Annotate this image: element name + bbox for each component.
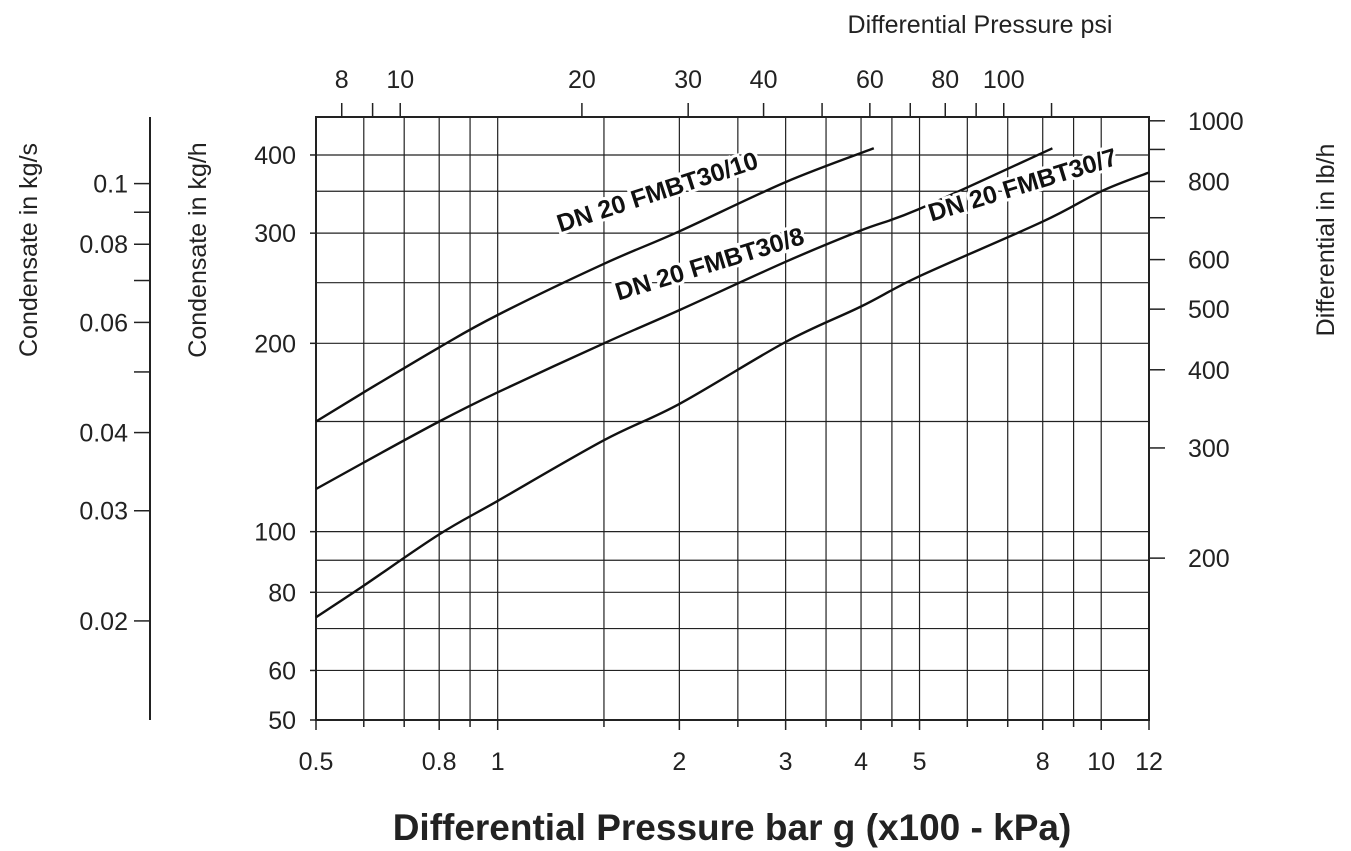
kgs-tick-label: 0.02: [79, 608, 128, 636]
kgs-tick-label: 0.04: [79, 420, 128, 448]
top-axis-title: Differential Pressure psi: [848, 11, 1113, 39]
top-tick-label: 40: [750, 66, 778, 94]
y-axis-title-kgs: Condensate in kg/s: [15, 143, 43, 357]
series-line-2: [315, 147, 1053, 491]
x-tick-label: 3: [779, 748, 793, 776]
top-tick-label: 60: [856, 66, 884, 94]
x-tick-label: 0.5: [299, 748, 334, 776]
y-tick-label: 100: [254, 519, 296, 547]
y-tick-label: 400: [254, 142, 296, 170]
series-line-1: [315, 147, 875, 423]
lbh-tick-label: 800: [1188, 168, 1230, 196]
y-axis-title-lbh: Differential in lb/h: [1312, 144, 1340, 337]
y-tick-label: 60: [268, 657, 296, 685]
x-tick-label: 1: [491, 748, 505, 776]
lbh-tick-label: 200: [1188, 545, 1230, 573]
top-tick-label: 20: [568, 66, 596, 94]
top-tick-label: 30: [674, 66, 702, 94]
lbh-tick-label: 600: [1188, 247, 1230, 275]
x-tick-label: 8: [1036, 748, 1050, 776]
lbh-tick-label: 1000: [1188, 108, 1244, 136]
kgs-tick-label: 0.08: [79, 231, 128, 259]
lbh-tick-label: 300: [1188, 435, 1230, 463]
plot-frame: [315, 116, 1150, 721]
lbh-tick-label: 500: [1188, 296, 1230, 324]
y-tick-label: 80: [268, 579, 296, 607]
curves: [315, 147, 1150, 619]
top-tick-label: 100: [983, 66, 1025, 94]
axes: [134, 103, 1165, 730]
lbh-tick-label: 400: [1188, 357, 1230, 385]
x-tick-label: 4: [854, 748, 868, 776]
top-tick-label: 10: [386, 66, 414, 94]
x-axis-title: Differential Pressure bar g (x100 - kPa): [393, 807, 1072, 848]
y-axis-title-kgh: Condensate in kg/h: [184, 142, 212, 357]
y-tick-label: 300: [254, 220, 296, 248]
y-tick-label: 200: [254, 330, 296, 358]
kgs-tick-label: 0.06: [79, 309, 128, 337]
top-tick-label: 80: [931, 66, 959, 94]
x-tick-label: 10: [1087, 748, 1115, 776]
grid: [316, 117, 1149, 720]
series-line-3: [315, 171, 1150, 619]
x-tick-label: 0.8: [422, 748, 457, 776]
y-tick-label: 50: [268, 707, 296, 735]
kgs-tick-label: 0.03: [79, 498, 128, 526]
kgs-tick-label: 0.1: [93, 171, 128, 199]
x-tick-label: 2: [672, 748, 686, 776]
x-tick-label: 12: [1135, 748, 1163, 776]
x-tick-label: 5: [913, 748, 927, 776]
top-tick-label: 8: [335, 66, 349, 94]
